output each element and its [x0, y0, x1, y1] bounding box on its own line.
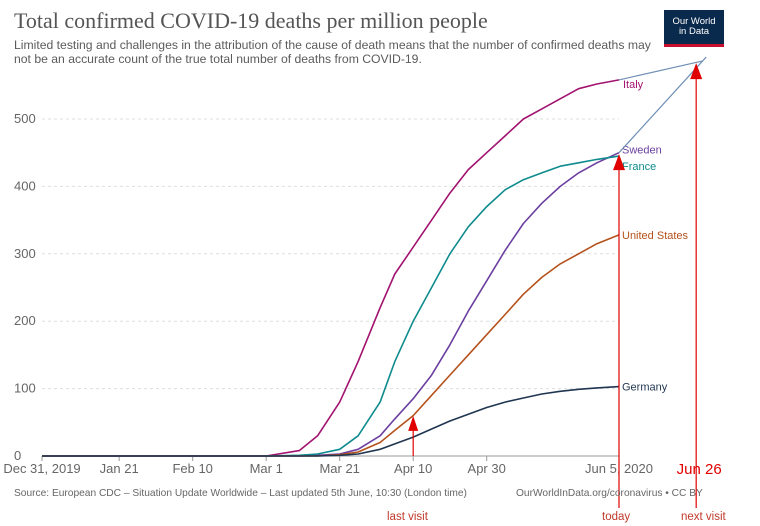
- y-tick-label: 500: [14, 111, 36, 126]
- series-label-italy: Italy: [623, 79, 644, 91]
- x-tick-label: Apr 30: [468, 461, 506, 476]
- logo-line-2: in Data: [678, 26, 710, 37]
- x-tick-label: Mar 1: [250, 461, 283, 476]
- x-tick-label: Dec 31, 2019: [3, 461, 80, 476]
- series-line-germany: [42, 385, 620, 457]
- chart-title: Total confirmed COVID-19 deaths per mill…: [14, 8, 488, 33]
- series-label-sweden: Sweden: [622, 145, 662, 157]
- today-label: today: [602, 511, 631, 523]
- x-tick-label: Jan 21: [100, 461, 139, 476]
- logo-line-1: Our World: [672, 16, 716, 27]
- attribution-link[interactable]: OurWorldInData.org/coronavirus • CC BY: [516, 488, 703, 499]
- next-visit-arrow: [690, 63, 703, 80]
- y-tick-label: 300: [14, 246, 36, 261]
- chart-subtitle: Limited testing and challenges in the at…: [14, 38, 651, 66]
- last-visit-arrow: [408, 415, 419, 431]
- projection-line-lower: [618, 56, 707, 154]
- series-line-sweden: [42, 151, 620, 457]
- projection-date-label: Jun 26: [677, 461, 722, 478]
- last-visit-label: last visit: [387, 511, 428, 523]
- projection-line-upper: [618, 60, 703, 81]
- source-note: Source: European CDC – Situation Update …: [14, 488, 467, 499]
- series-label-france: France: [622, 161, 656, 173]
- y-tick-label: 0: [14, 448, 21, 463]
- series-label-united-states: United States: [622, 230, 689, 242]
- owid-logo[interactable]: Our World in Data: [664, 10, 724, 47]
- next-visit-label: next visit: [681, 511, 726, 523]
- series-line-italy: [42, 79, 620, 457]
- x-tick-label: Apr 10: [394, 461, 432, 476]
- x-tick-label: Mar 21: [319, 461, 359, 476]
- x-tick-label: Feb 10: [172, 461, 212, 476]
- series-line-united-states: [42, 234, 620, 457]
- today-arrow: [613, 154, 625, 171]
- y-tick-label: 200: [14, 313, 36, 328]
- series-label-germany: Germany: [622, 382, 668, 394]
- y-tick-label: 100: [14, 381, 36, 396]
- series-line-france: [42, 155, 620, 457]
- y-tick-label: 400: [14, 178, 36, 193]
